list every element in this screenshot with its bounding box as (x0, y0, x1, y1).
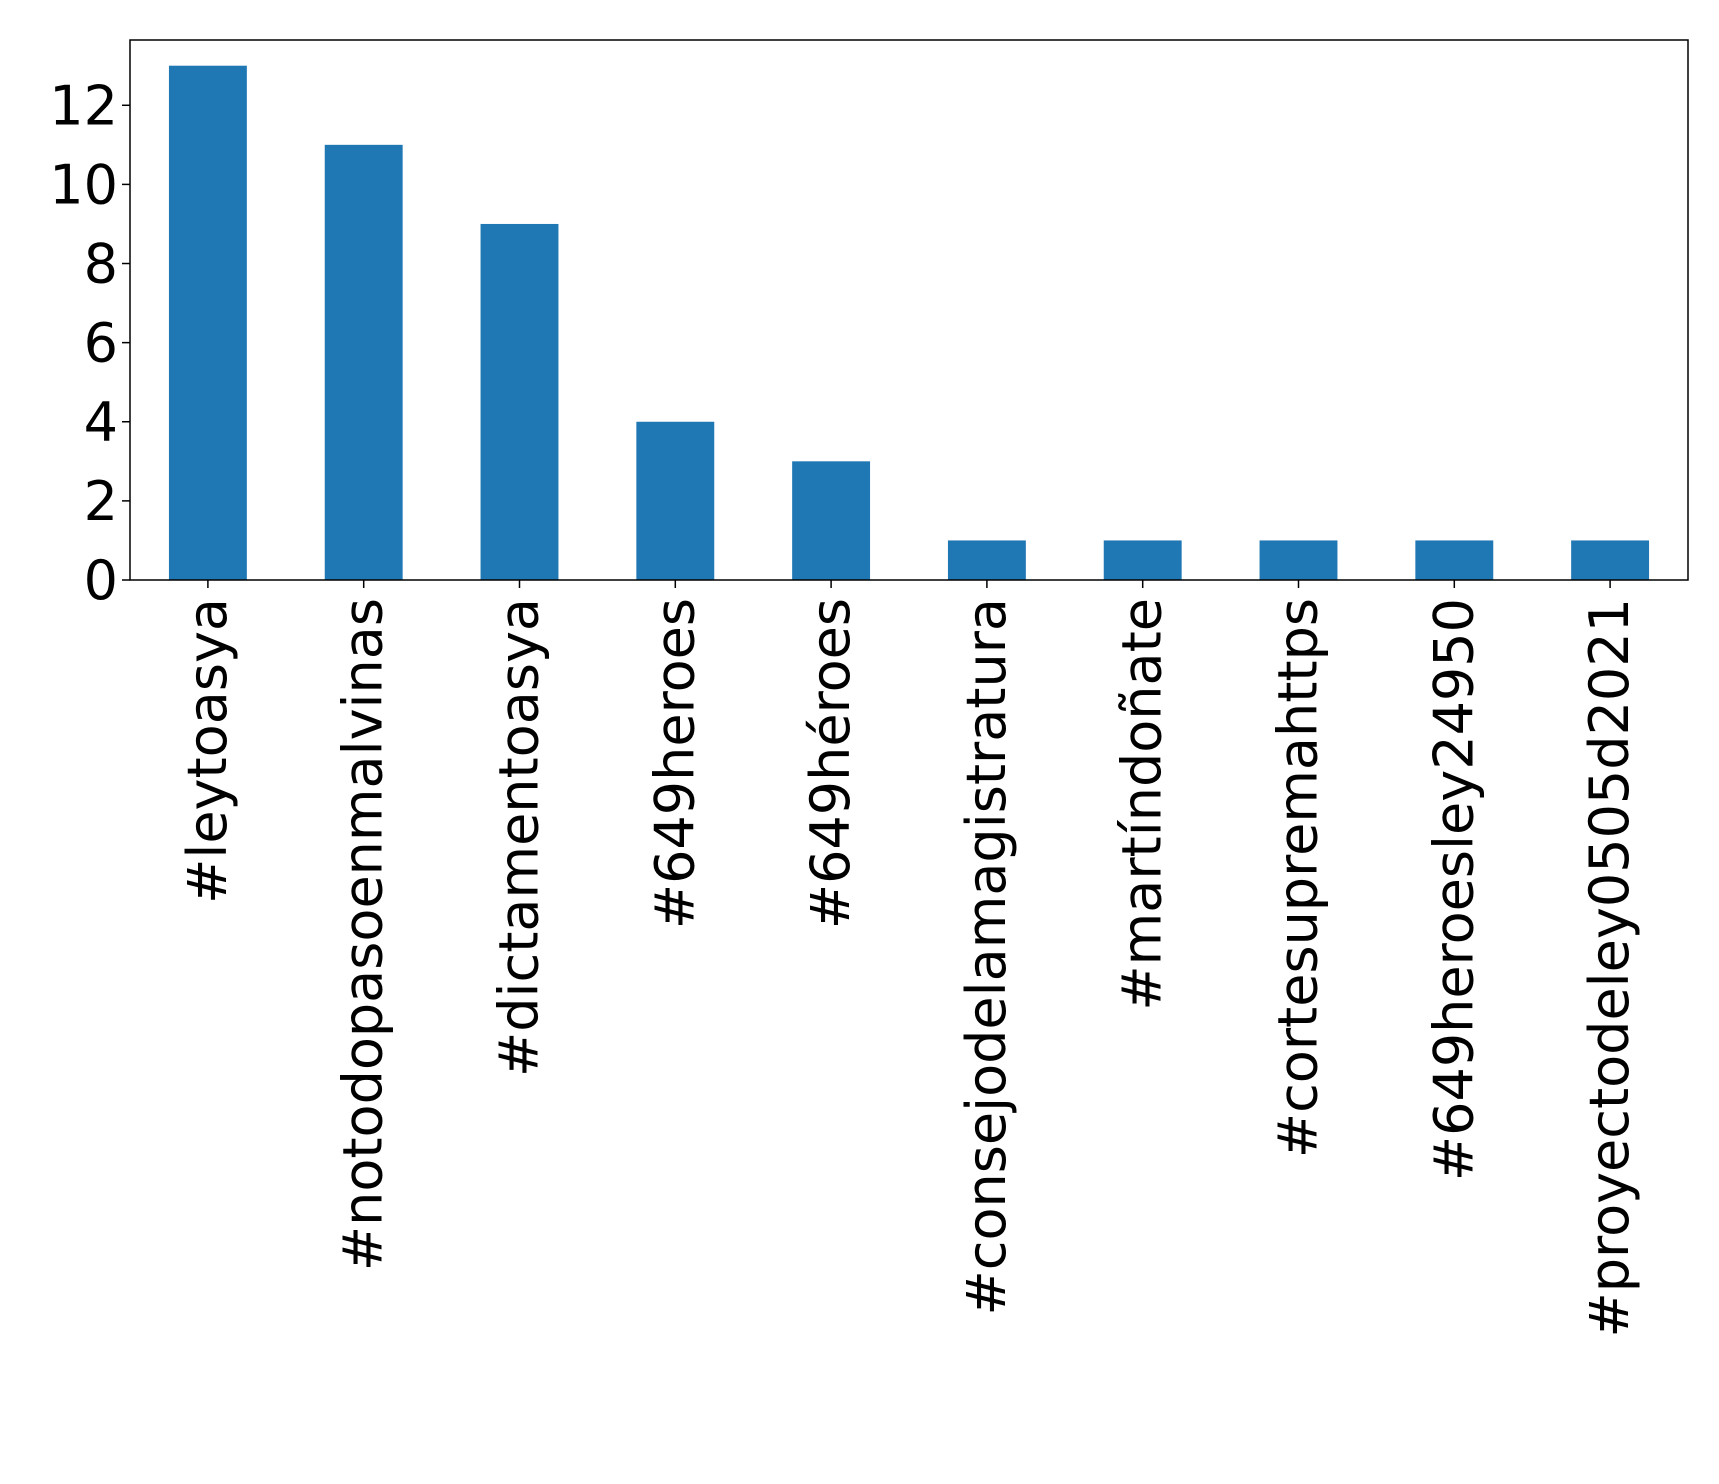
x-tick-label: #649heroes (643, 598, 706, 929)
y-tick-label: 12 (49, 74, 118, 137)
bar-2 (480, 223, 559, 580)
y-tick-label: 2 (84, 470, 118, 533)
x-tick-label: #martíndoñate (1111, 598, 1174, 1011)
bar-1 (324, 144, 403, 581)
bar-4 (792, 461, 871, 580)
bar-5 (947, 540, 1026, 580)
x-tick-label: #649heroesley24950 (1422, 598, 1485, 1181)
y-tick-label: 0 (84, 549, 118, 612)
bar-7 (1259, 540, 1338, 580)
x-tick-label: #leytoasya (176, 598, 239, 904)
bar-3 (636, 421, 715, 580)
bar-0 (168, 65, 247, 580)
x-tick-label: #consejodelamagistratura (955, 598, 1018, 1315)
x-tick-label: #cortesupremahttps (1267, 598, 1330, 1158)
x-axis: #leytoasya #notodopasoenmalvinas #dictamen… (176, 580, 1641, 1337)
y-axis: 0 2 4 6 8 10 12 (49, 74, 130, 612)
y-tick-label: 6 (84, 312, 118, 375)
y-tick-label: 8 (84, 233, 118, 296)
y-tick-label: 10 (49, 153, 118, 216)
bars-layer (168, 65, 1650, 581)
x-tick-label: #notodopasoenmalvinas (332, 598, 395, 1271)
bar-6 (1103, 540, 1182, 580)
plot-frame (129, 39, 1689, 581)
x-tick-label: #649héroes (799, 598, 862, 929)
x-tick-label: #proyectodeley0505d2021 (1578, 598, 1641, 1337)
bar-9 (1571, 540, 1650, 580)
x-tick-label: #dictamentoasya (488, 598, 551, 1077)
bar-8 (1415, 540, 1494, 580)
y-tick-label: 4 (84, 391, 118, 454)
